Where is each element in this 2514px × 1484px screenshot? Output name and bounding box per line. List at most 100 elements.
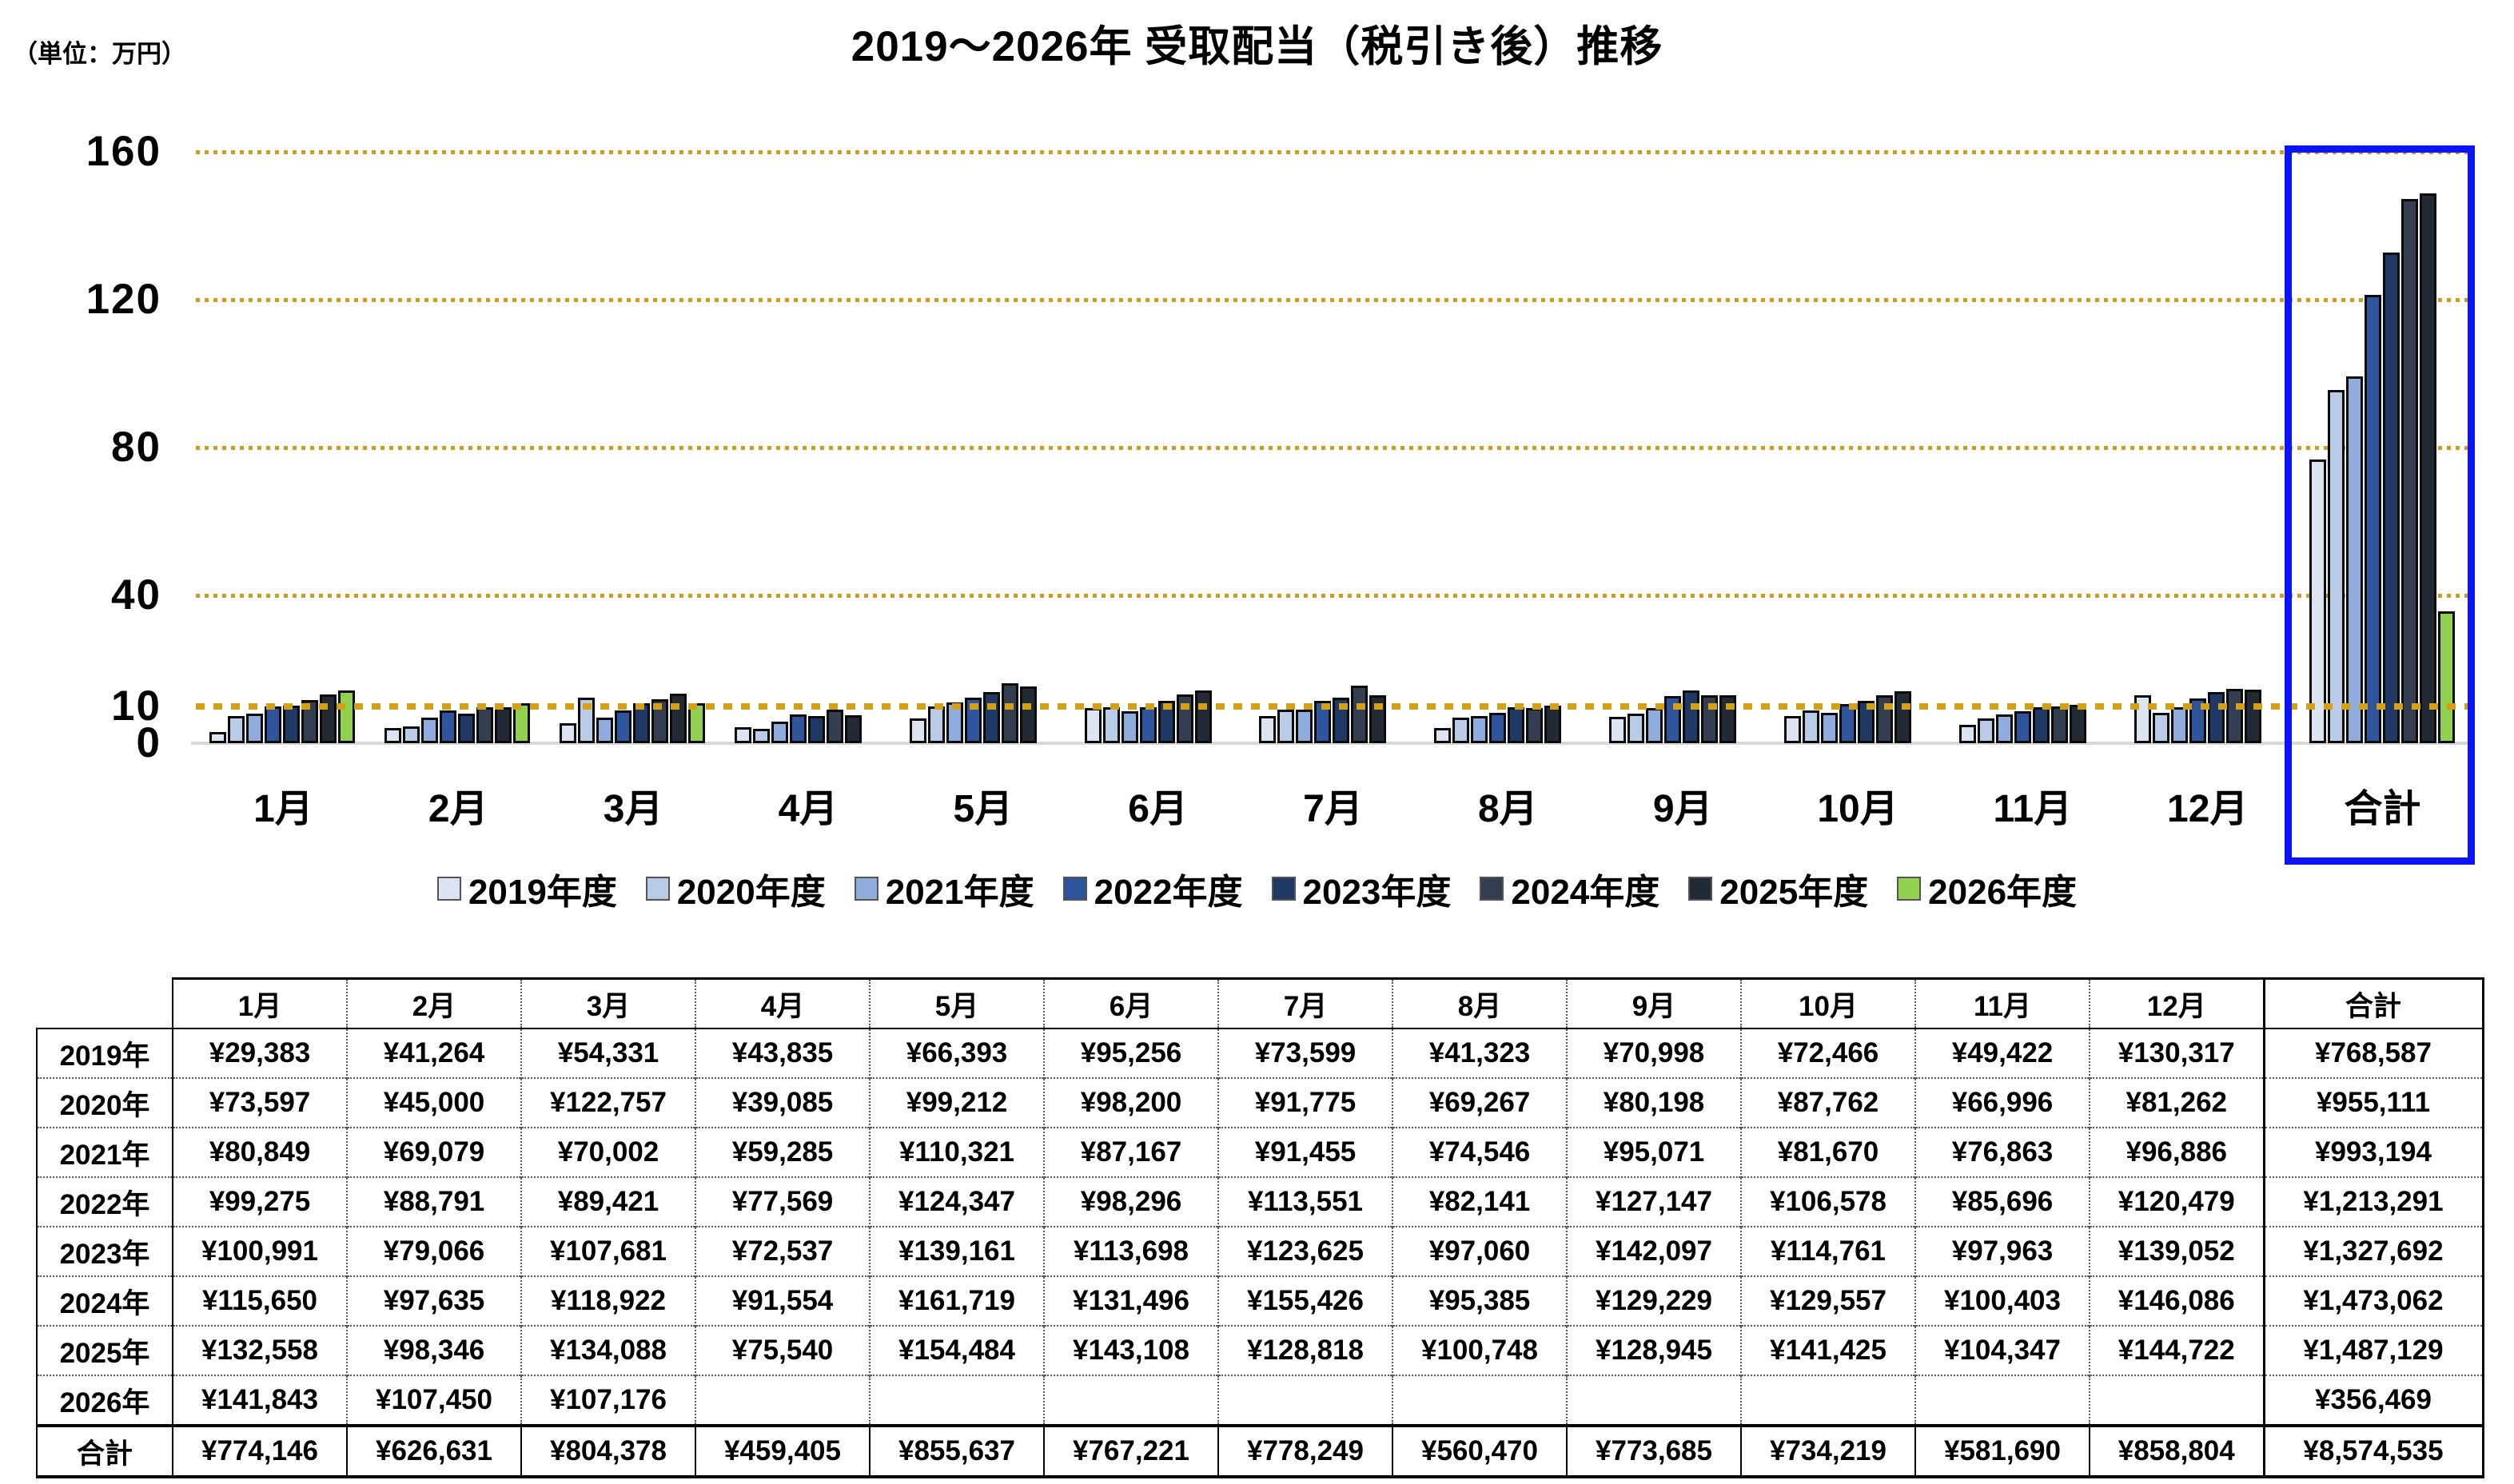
bar-2025年度-1月 [320,694,337,743]
bar-group-9月 [1596,152,1771,743]
bar-2019年度-2月 [384,728,402,743]
table-cell [1914,1375,2090,1426]
legend-item-2025年度: 2025年度 [1688,863,1868,914]
table-cell: ¥70,002 [520,1127,695,1177]
bar-2022年度-2月 [440,710,457,743]
bar-2024年度-7月 [1351,686,1369,743]
bar-group-12月 [2120,152,2295,743]
table-cell: ¥124,347 [869,1176,1044,1227]
table-cell: ¥122,757 [520,1077,695,1128]
legend-item-label: 2022年度 [1094,873,1243,912]
table-cell: ¥134,088 [520,1325,695,1375]
bar-2026年度-1月 [338,690,356,743]
table-cell: ¥734,219 [1740,1424,1915,1478]
table-cell: ¥127,147 [1566,1176,1741,1227]
table-cell: ¥49,422 [1914,1028,2090,1078]
table-cell: ¥8,574,535 [2262,1424,2484,1478]
bar-2024年度-8月 [1526,708,1544,743]
bar-2024年度-11月 [2050,706,2068,743]
bar-2021年度-10月 [1821,713,1839,743]
legend-item-2023年度: 2023年度 [1271,863,1451,914]
table-cell: ¥41,264 [346,1028,521,1078]
bar-2020年度-合計 [2327,390,2345,743]
table-cell: ¥146,086 [2089,1275,2264,1326]
table-row-2021年: 2021年 ¥80,849 ¥69,079 ¥70,002 ¥59,285 ¥110,32… [36,1127,2484,1177]
bar-2024年度-3月 [651,699,669,743]
table-cell: ¥778,249 [1217,1424,1392,1478]
bar-2023年度-8月 [1508,707,1525,743]
table-header-cell: 合計 [2262,977,2484,1029]
bar-2019年度-11月 [1958,725,1976,743]
table-corner-cell [37,978,173,1029]
table-cell: ¥113,698 [1043,1226,1218,1276]
dividend-table-wrap: 1月 2月 3月 4月 5月 6月 7月 8月 9月 10月 11月 12月 合計 2019年 ¥29,38… [36,977,2484,1478]
bar-2025年度-6月 [1194,690,1212,743]
bar-2022年度-10月 [1839,704,1857,743]
x-axis-label-7月: 7月 [1303,788,1363,830]
table-cell [695,1375,870,1426]
table-header-row: 1月 2月 3月 4月 5月 6月 7月 8月 9月 10月 11月 12月 合計 [37,977,2484,1029]
y-axis-tick-label: 120 [86,276,161,323]
legend-swatch-icon [1271,877,1296,901]
table-cell: ¥99,275 [172,1176,347,1227]
table-cell: ¥106,578 [1740,1176,1915,1227]
bar-2024年度-2月 [476,707,494,743]
bar-group-3月 [546,152,721,743]
table-cell: ¥626,631 [346,1424,521,1478]
table-cell: ¥459,405 [695,1424,870,1478]
chart-title: 2019～2026年 受取配当（税引き後）推移 [851,23,1663,70]
row-label: 2019年 [36,1028,173,1078]
x-axis-label-12月: 12月 [2167,788,2249,830]
table-header-cell: 1月 [172,977,347,1029]
table-cell: ¥123,625 [1217,1226,1392,1276]
bar-2025年度-11月 [2069,705,2086,743]
table-cell [1043,1375,1218,1426]
table-cell [1740,1375,1915,1426]
table-cell: ¥91,554 [695,1275,870,1326]
row-label: 2024年 [36,1275,173,1326]
bar-2021年度-7月 [1296,710,1313,743]
table-cell: ¥66,393 [869,1028,1044,1078]
table-cell: ¥91,775 [1217,1077,1392,1128]
legend-item-label: 2020年度 [676,873,826,912]
row-label: 2020年 [36,1077,173,1128]
table-cell: ¥95,256 [1043,1028,1218,1078]
y-axis-tick-label: 0 [136,719,161,766]
bar-2022年度-11月 [2014,711,2031,743]
table-cell: ¥560,470 [1392,1424,1567,1478]
table-cell: ¥29,383 [172,1028,347,1078]
bar-2023年度-5月 [982,692,1000,743]
bar-2019年度-9月 [1609,717,1627,743]
bar-2025年度-2月 [495,707,512,743]
legend-swatch-icon [645,877,670,901]
legend-swatch-icon [1897,877,1922,901]
bar-group-2月 [371,152,546,743]
dividend-bar-chart: （単位：万円） 2019～2026年 受取配当（税引き後）推移 0 10 40 80 1… [0,23,2514,914]
x-axis-label-合計: 合計 [2344,788,2421,830]
table-cell: ¥110,321 [869,1127,1044,1177]
table-cell: ¥1,327,692 [2262,1226,2484,1276]
legend-swatch-icon [854,877,879,901]
bar-2024年度-4月 [826,710,843,743]
bar-2025年度-10月 [1894,691,1912,743]
legend-item-2019年度: 2019年度 [436,863,617,914]
bar-2023年度-合計 [2382,253,2400,743]
table-header-cell: 3月 [520,977,695,1029]
table-cell: ¥155,426 [1217,1275,1392,1326]
bar-2024年度-12月 [2225,689,2243,743]
legend: 2019年度 2020年度 2021年度 2022年度 2023年度 2024年度 2025… [0,863,2514,914]
x-axis-label-2月: 2月 [428,788,488,830]
table-cell: ¥87,167 [1043,1127,1218,1177]
table-cell: ¥88,791 [346,1176,521,1227]
bar-2022年度-合計 [2364,295,2381,743]
bar-2024年度-6月 [1176,694,1193,743]
table-cell: ¥98,296 [1043,1176,1218,1227]
table-cell: ¥69,267 [1392,1077,1567,1128]
bar-2023年度-9月 [1683,690,1700,743]
bar-2023年度-6月 [1157,701,1175,743]
table-cell: ¥141,843 [172,1375,347,1426]
table-cell: ¥118,922 [520,1275,695,1326]
legend-swatch-icon [1480,877,1504,901]
bar-2022年度-4月 [789,714,807,743]
table-cell: ¥97,060 [1392,1226,1567,1276]
